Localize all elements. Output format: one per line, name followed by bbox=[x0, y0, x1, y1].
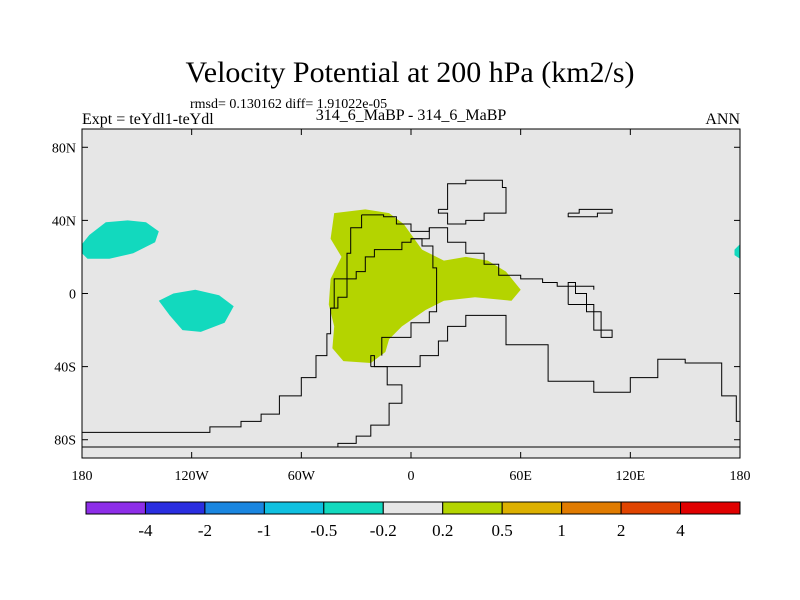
colorbar-swatch-8 bbox=[561, 501, 622, 515]
region-1 bbox=[82, 220, 159, 259]
x-tick-label-2: 60W bbox=[288, 469, 316, 484]
axis-ticks: 180 120W 60W 0 60E 120E 180 80N 40N 0 40S 80S bbox=[52, 129, 751, 484]
y-tick-label-4: 80S bbox=[54, 434, 76, 449]
colorbar: -4 -2 -1 -0.5 -0.2 0.2 0.5 1 2 4 bbox=[85, 501, 741, 540]
coastline-3 bbox=[437, 179, 507, 225]
right-label: ANN bbox=[705, 111, 740, 128]
colorbar-swatch-10 bbox=[680, 501, 741, 515]
left-label: Expt = teYdl1-teYdl bbox=[82, 111, 214, 128]
x-tick-label-3: 0 bbox=[408, 469, 415, 484]
colorbar-swatch-6 bbox=[442, 501, 503, 515]
x-tick-label-5: 120E bbox=[616, 469, 646, 484]
colorbar-label-4: -0.2 bbox=[370, 521, 397, 540]
y-tick-label-2: 0 bbox=[69, 288, 76, 303]
y-tick-label-1: 40N bbox=[52, 214, 76, 229]
colorbar-swatch-9 bbox=[620, 501, 682, 515]
region-3 bbox=[734, 244, 740, 259]
colorbar-swatch-3 bbox=[263, 501, 325, 515]
colorbar-label-2: -1 bbox=[257, 521, 271, 540]
coastline-2 bbox=[361, 214, 595, 290]
coastline-7 bbox=[567, 282, 613, 338]
colorbar-label-9: 4 bbox=[676, 521, 685, 540]
colorbar-label-3: -0.5 bbox=[310, 521, 337, 540]
coastline-0 bbox=[82, 214, 363, 433]
contour-regions bbox=[82, 209, 740, 363]
coastline-4 bbox=[370, 314, 740, 433]
colorbar-swatch-2 bbox=[204, 501, 265, 515]
chart-title: Velocity Potential at 200 hPa (km2/s) bbox=[185, 56, 634, 89]
colorbar-swatch-7 bbox=[501, 501, 563, 515]
colorbar-swatch-5 bbox=[382, 501, 444, 515]
x-tick-label-4: 60E bbox=[509, 469, 532, 484]
coastlines bbox=[82, 179, 740, 448]
colorbar-label-5: 0.2 bbox=[432, 521, 453, 540]
colorbar-label-1: -2 bbox=[198, 521, 212, 540]
region-0 bbox=[328, 209, 521, 363]
x-tick-label-6: 180 bbox=[730, 469, 751, 484]
region-2 bbox=[158, 289, 234, 332]
x-tick-label-0: 180 bbox=[72, 469, 93, 484]
colorbar-swatch-0 bbox=[85, 501, 146, 515]
y-tick-label-0: 80N bbox=[52, 141, 76, 156]
coastline-5 bbox=[330, 227, 430, 309]
colorbar-label-7: 1 bbox=[557, 521, 566, 540]
x-tick-label-1: 120W bbox=[175, 469, 210, 484]
center-label: 314_6_MaBP - 314_6_MaBP bbox=[316, 107, 507, 124]
coastline-1 bbox=[82, 355, 403, 448]
colorbar-swatch-4 bbox=[323, 501, 384, 515]
y-tick-label-3: 40S bbox=[54, 361, 76, 376]
colorbar-label-6: 0.5 bbox=[492, 521, 513, 540]
colorbar-label-8: 2 bbox=[617, 521, 626, 540]
colorbar-swatch-1 bbox=[144, 501, 206, 515]
coastline-8 bbox=[567, 208, 613, 218]
stats-text: rmsd= 0.130162 diff= 1.91022e-05 bbox=[190, 97, 387, 112]
colorbar-label-0: -4 bbox=[138, 521, 153, 540]
coastline-6 bbox=[381, 238, 438, 356]
